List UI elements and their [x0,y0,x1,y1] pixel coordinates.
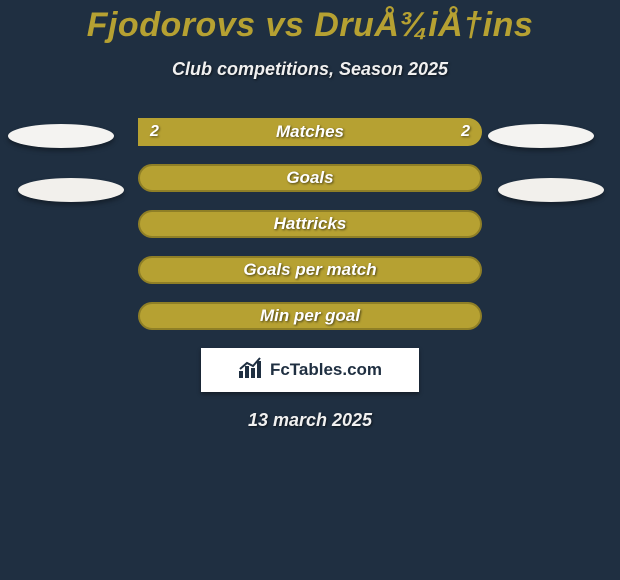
stat-label: Goals [140,168,480,188]
stat-bar: Matches2 2 [138,118,482,146]
stat-row: Min per goal [0,302,620,330]
subtitle: Club competitions, Season 2025 [172,59,448,80]
stat-bar: Hattricks [138,210,482,238]
player-photo-placeholder [498,178,604,202]
player-photo-placeholder [8,124,114,148]
date-text: 13 march 2025 [248,410,372,431]
fctables-logo-icon [238,357,264,384]
brand-box: FcTables.com [201,348,419,392]
infographic: Fjodorovs vs DruÅ¾iÅ†ins Club competitio… [0,0,620,431]
brand-text: FcTables.com [270,360,382,380]
stat-rows: Matches2 2 Goals Hattricks Goals per match Mi… [0,118,620,330]
brand: FcTables.com [238,357,382,384]
stat-label: Goals per match [140,260,480,280]
stat-bar: Goals [138,164,482,192]
stat-row: Hattricks [0,210,620,238]
page-title: Fjodorovs vs DruÅ¾iÅ†ins [87,6,534,45]
stat-bar: Goals per match [138,256,482,284]
player-photo-placeholder [488,124,594,148]
stat-label: Min per goal [140,306,480,326]
stat-value-right: 2 [461,123,470,141]
stat-label: Hattricks [140,214,480,234]
stat-value-left: 2 [150,123,159,141]
player-photo-placeholder [18,178,124,202]
stat-row: Goals per match [0,256,620,284]
stat-label: Matches [138,122,482,142]
stat-bar: Min per goal [138,302,482,330]
